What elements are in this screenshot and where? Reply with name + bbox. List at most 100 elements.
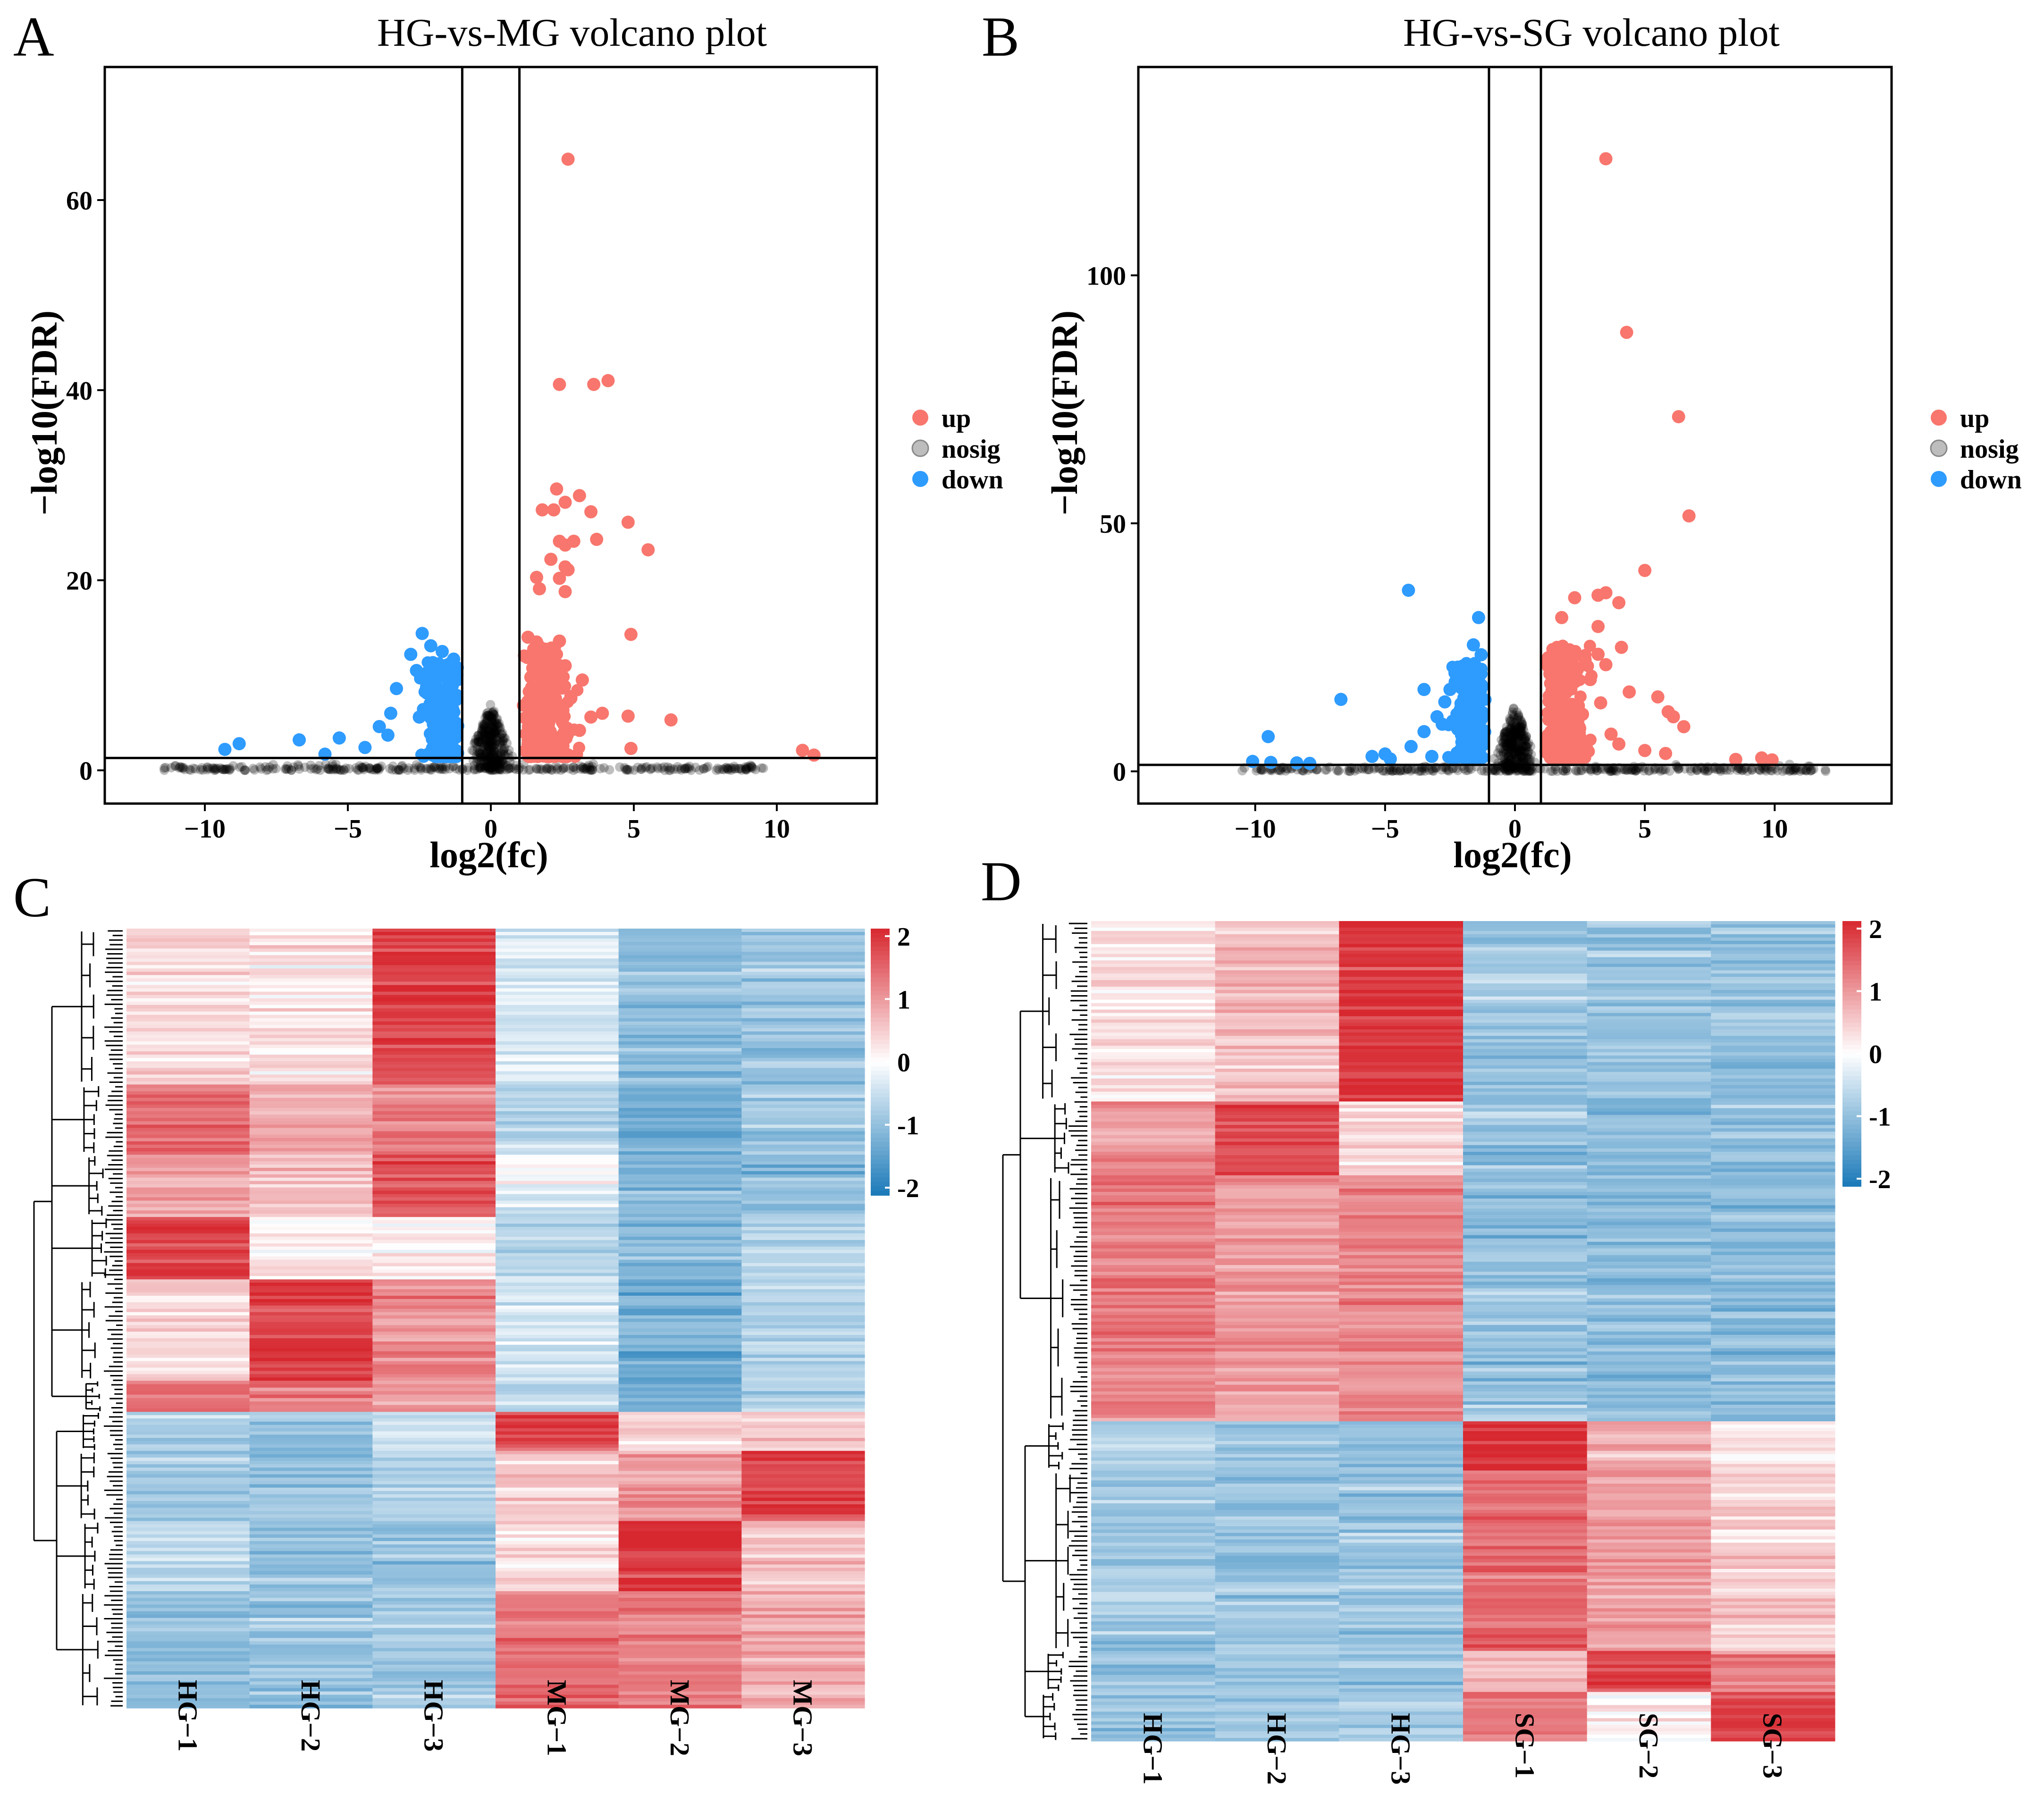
heatmap-cell [1463,1075,1588,1079]
heatmap-cell [372,1233,496,1237]
heatmap-cell [618,1648,742,1652]
heatmap-cell [249,1197,373,1201]
nosig-point [1490,765,1500,775]
up-point [1551,744,1564,757]
heatmap-cell [1339,1162,1464,1165]
heatmap-cell [618,1084,742,1089]
colorbar-segment [871,1075,890,1081]
nosig-point [588,765,597,775]
heatmap-cell [618,1461,742,1465]
heatmap-cell [126,1273,250,1277]
nosig-point [281,763,291,773]
heatmap-cell [1091,1128,1216,1132]
nosig-point [437,764,447,774]
heatmap-cell [126,1151,250,1155]
panel-b-xlabel: log2(fc) [1453,834,1572,875]
heatmap-cell [1339,983,1464,987]
heatmap-cell [372,1644,496,1649]
nosig-point [481,748,491,758]
up-point [1565,683,1578,696]
nosig-point [220,764,230,774]
heatmap-cell [496,1035,619,1039]
nosig-point [324,764,334,774]
heatmap-cell [741,1148,865,1152]
heatmap-cell [249,1094,373,1098]
heatmap-cell [249,1584,373,1588]
heatmap-cell [1463,1062,1588,1066]
nosig-point [624,765,634,775]
heatmap-cell [249,1315,373,1319]
heatmap-cell [618,1398,742,1402]
heatmap-cell [1091,1009,1216,1014]
heatmap-cell [741,1084,865,1089]
heatmap-cell [496,1354,619,1358]
heatmap-cell [126,1458,250,1461]
heatmap-cell [1587,1042,1711,1046]
down-point [424,690,437,703]
heatmap-cell [372,1371,496,1375]
down-point [1303,756,1317,770]
heatmap-cell [126,1005,250,1009]
nosig-point [488,742,497,752]
legend-down-label-b: down [1960,465,2022,495]
heatmap-cell [741,1230,865,1234]
heatmap-cell [372,1412,496,1416]
down-point [440,721,453,734]
nosig-point [489,746,499,756]
nosig-point [478,745,488,755]
heatmap-cell [618,1668,742,1672]
nosig-point [621,764,631,774]
heatmap-cell [618,1315,742,1319]
colorbar-segment [871,1168,890,1174]
heatmap-cell [741,1418,865,1422]
heatmap-cell [496,1299,619,1303]
nosig-point [479,739,489,749]
heatmap-cell [618,1233,742,1237]
heatmap-cell [1463,930,1588,935]
heatmap-cell [1463,1122,1588,1125]
heatmap-cell [741,1604,865,1609]
heatmap-cell [496,929,619,932]
heatmap-cell [496,1074,619,1078]
up-point [533,582,547,595]
nosig-point [484,737,494,746]
heatmap-cell [372,1305,496,1309]
heatmap-cell [372,1187,496,1191]
heatmap-cell [1339,1178,1464,1182]
heatmap-cell [618,1594,742,1598]
heatmap-cell [1587,1101,1711,1106]
heatmap-cell [1339,1111,1464,1115]
heatmap-cell [618,1504,742,1508]
heatmap-cell [741,1121,865,1125]
heatmap-cell [496,1604,619,1609]
heatmap-cell [1091,1049,1216,1053]
heatmap-cell [741,1654,865,1659]
nosig-point [646,764,656,774]
heatmap-cell [618,1345,742,1349]
heatmap-cell [1339,1065,1464,1069]
heatmap-cell [126,1425,250,1429]
nosig-point [315,765,325,775]
nosig-point [536,764,546,774]
heatmap-cell [372,1584,496,1588]
heatmap-cell [249,1138,373,1142]
heatmap-cell [496,1398,619,1402]
heatmap-cell [249,1237,373,1241]
heatmap-cell [1711,1023,1835,1027]
heatmap-cell [496,1230,619,1234]
heatmap-cell [741,1534,865,1538]
heatmap-cell [249,1377,373,1381]
heatmap-cell [496,1408,619,1412]
heatmap-cell [126,1511,250,1515]
heatmap-cell [1463,1152,1588,1156]
down-point [417,750,430,763]
nosig-point [372,763,382,773]
nosig-point [476,763,486,772]
heatmap-cell [1091,1052,1216,1056]
heatmap-cell [496,1081,619,1085]
heatmap-cell [249,1164,373,1168]
heatmap-cell [249,1187,373,1191]
heatmap-cell [618,1601,742,1605]
heatmap-cell [372,1544,496,1548]
